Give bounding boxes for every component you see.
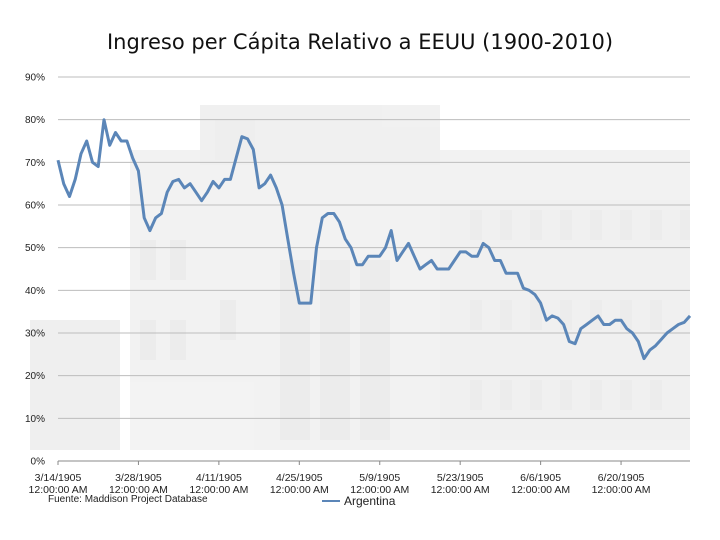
y-axis: 0% 10% 20% 30% 40% 50% 60% 70% 80% 90% <box>25 73 45 468</box>
series-line-argentina <box>56 118 692 361</box>
x-tick-label: 4/11/1905 12:00:00 AM <box>189 472 248 496</box>
source-note: Fuente: Maddison Project Database <box>48 494 208 505</box>
legend-swatch <box>322 500 340 502</box>
x-tick-label: 5/9/1905 12:00:00 AM <box>350 472 409 496</box>
chart-title: Ingreso per Cápita Relativo a EEUU (1900… <box>106 30 614 54</box>
y-tick-label: 50% <box>25 243 45 254</box>
x-tick-label: 4/25/1905 12:00:00 AM <box>270 472 329 496</box>
series-layer <box>56 118 692 361</box>
x-tick-label: 3/14/1905 12:00:00 AM <box>29 472 88 496</box>
y-tick-label: 10% <box>25 414 45 425</box>
y-tick-label: 30% <box>25 329 45 340</box>
y-tick-label: 70% <box>25 158 45 169</box>
x-tick-label: 3/28/1905 12:00:00 AM <box>109 472 168 496</box>
y-tick-label: 0% <box>31 457 46 468</box>
gridlines <box>58 76 690 462</box>
y-tick-label: 90% <box>25 73 45 84</box>
legend-label-argentina: Argentina <box>344 494 396 508</box>
y-tick-label: 60% <box>25 201 45 212</box>
x-tick-label: 6/20/1905 12:00:00 AM <box>592 472 651 496</box>
y-tick-label: 80% <box>25 115 45 126</box>
x-tick-label: 6/6/1905 12:00:00 AM <box>511 472 570 496</box>
x-axis: 3/14/1905 12:00:00 AM 3/28/1905 12:00:00 AM… <box>29 461 651 496</box>
x-tick-label: 5/23/1905 12:00:00 AM <box>431 472 490 496</box>
y-tick-label: 40% <box>25 286 45 297</box>
y-tick-label: 20% <box>25 371 45 382</box>
legend: Argentina <box>322 494 395 508</box>
